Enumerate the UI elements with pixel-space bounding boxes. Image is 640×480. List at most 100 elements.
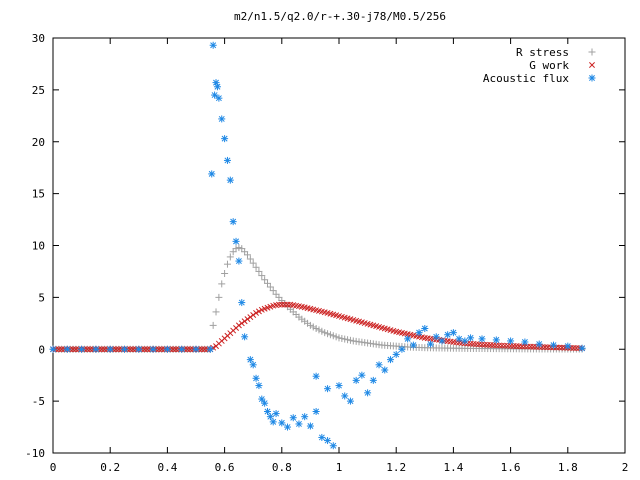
data-point <box>249 361 257 369</box>
data-point <box>226 176 234 184</box>
data-point <box>318 327 326 335</box>
data-point <box>238 245 246 253</box>
y-tick-label: 20 <box>32 136 45 149</box>
data-point <box>404 335 412 343</box>
data-point <box>346 397 354 405</box>
data-point <box>215 94 223 102</box>
data-point <box>244 316 251 323</box>
data-point <box>218 280 226 288</box>
data-point <box>272 410 280 418</box>
legend-label: R stress <box>516 46 569 59</box>
data-point <box>255 267 263 275</box>
data-point <box>278 296 286 304</box>
series-r-stress <box>49 244 586 353</box>
data-point <box>226 253 234 261</box>
data-point <box>332 333 340 341</box>
data-point <box>507 337 515 345</box>
data-point <box>266 283 274 291</box>
data-point <box>163 345 171 353</box>
data-point <box>106 345 114 353</box>
data-point <box>278 419 286 427</box>
data-point <box>346 336 354 344</box>
data-point <box>289 414 297 422</box>
x-tick-label: 0.2 <box>100 461 120 474</box>
y-tick-label: 0 <box>38 343 45 356</box>
data-point <box>578 344 586 352</box>
data-point <box>306 422 314 430</box>
legend-label: Acoustic flux <box>483 72 569 85</box>
data-point <box>238 299 246 307</box>
data-point <box>212 308 220 316</box>
data-point <box>264 408 271 415</box>
data-point <box>324 385 332 393</box>
data-point <box>255 308 262 315</box>
data-point <box>213 83 221 91</box>
data-point <box>250 312 257 318</box>
data-point <box>312 408 320 415</box>
legend-marker <box>588 74 596 82</box>
y-tick-label: -5 <box>32 395 45 408</box>
data-point <box>329 442 337 450</box>
data-point <box>247 314 254 321</box>
data-point <box>409 341 417 349</box>
data-point <box>324 437 332 445</box>
data-point <box>309 323 317 331</box>
data-point <box>461 337 469 345</box>
data-point <box>241 333 249 341</box>
data-point <box>421 325 429 332</box>
data-point <box>246 356 254 364</box>
data-point <box>121 345 128 353</box>
data-point <box>235 322 242 329</box>
series-layer <box>49 41 586 450</box>
data-point <box>223 156 231 164</box>
y-tick-label: 30 <box>32 32 45 45</box>
data-point <box>135 345 143 353</box>
x-tick-label: 1 <box>336 461 343 474</box>
data-point <box>261 399 269 407</box>
data-point <box>326 331 334 339</box>
data-point <box>427 340 435 348</box>
data-point <box>312 325 320 332</box>
data-point <box>206 345 214 353</box>
data-point <box>415 329 423 337</box>
x-tick-label: 0.4 <box>157 461 177 474</box>
data-point <box>449 329 457 337</box>
data-point <box>238 320 245 327</box>
data-point <box>344 336 352 344</box>
data-point <box>364 389 372 397</box>
series-g-work <box>50 301 586 353</box>
data-point <box>521 338 529 346</box>
data-point <box>341 392 349 400</box>
data-point <box>358 371 366 379</box>
data-point <box>318 433 326 441</box>
data-point <box>444 331 452 339</box>
data-point <box>535 340 543 348</box>
data-point <box>492 336 500 344</box>
data-point <box>149 345 157 353</box>
data-point <box>455 335 463 343</box>
data-point <box>211 91 219 99</box>
data-point <box>232 237 240 245</box>
data-point <box>478 335 486 343</box>
data-point <box>375 361 383 369</box>
data-point <box>258 395 266 403</box>
chart-title: m2/n1.5/q2.0/r-+.30-j78/M0.5/256 <box>234 10 446 23</box>
x-tick-label: 0 <box>50 461 57 474</box>
data-point <box>215 293 223 301</box>
x-tick-label: 1.4 <box>443 461 463 474</box>
data-point <box>209 41 217 49</box>
data-point <box>209 321 217 329</box>
data-point <box>92 345 100 353</box>
y-tick-label: -10 <box>25 447 45 460</box>
y-tick-label: 5 <box>38 291 45 304</box>
data-point <box>321 329 329 337</box>
data-point <box>229 248 237 256</box>
data-point <box>324 330 332 338</box>
legend-label: G work <box>529 59 569 72</box>
data-point <box>255 382 263 390</box>
data-point <box>335 334 343 342</box>
data-point <box>192 345 200 353</box>
data-point <box>221 135 229 143</box>
